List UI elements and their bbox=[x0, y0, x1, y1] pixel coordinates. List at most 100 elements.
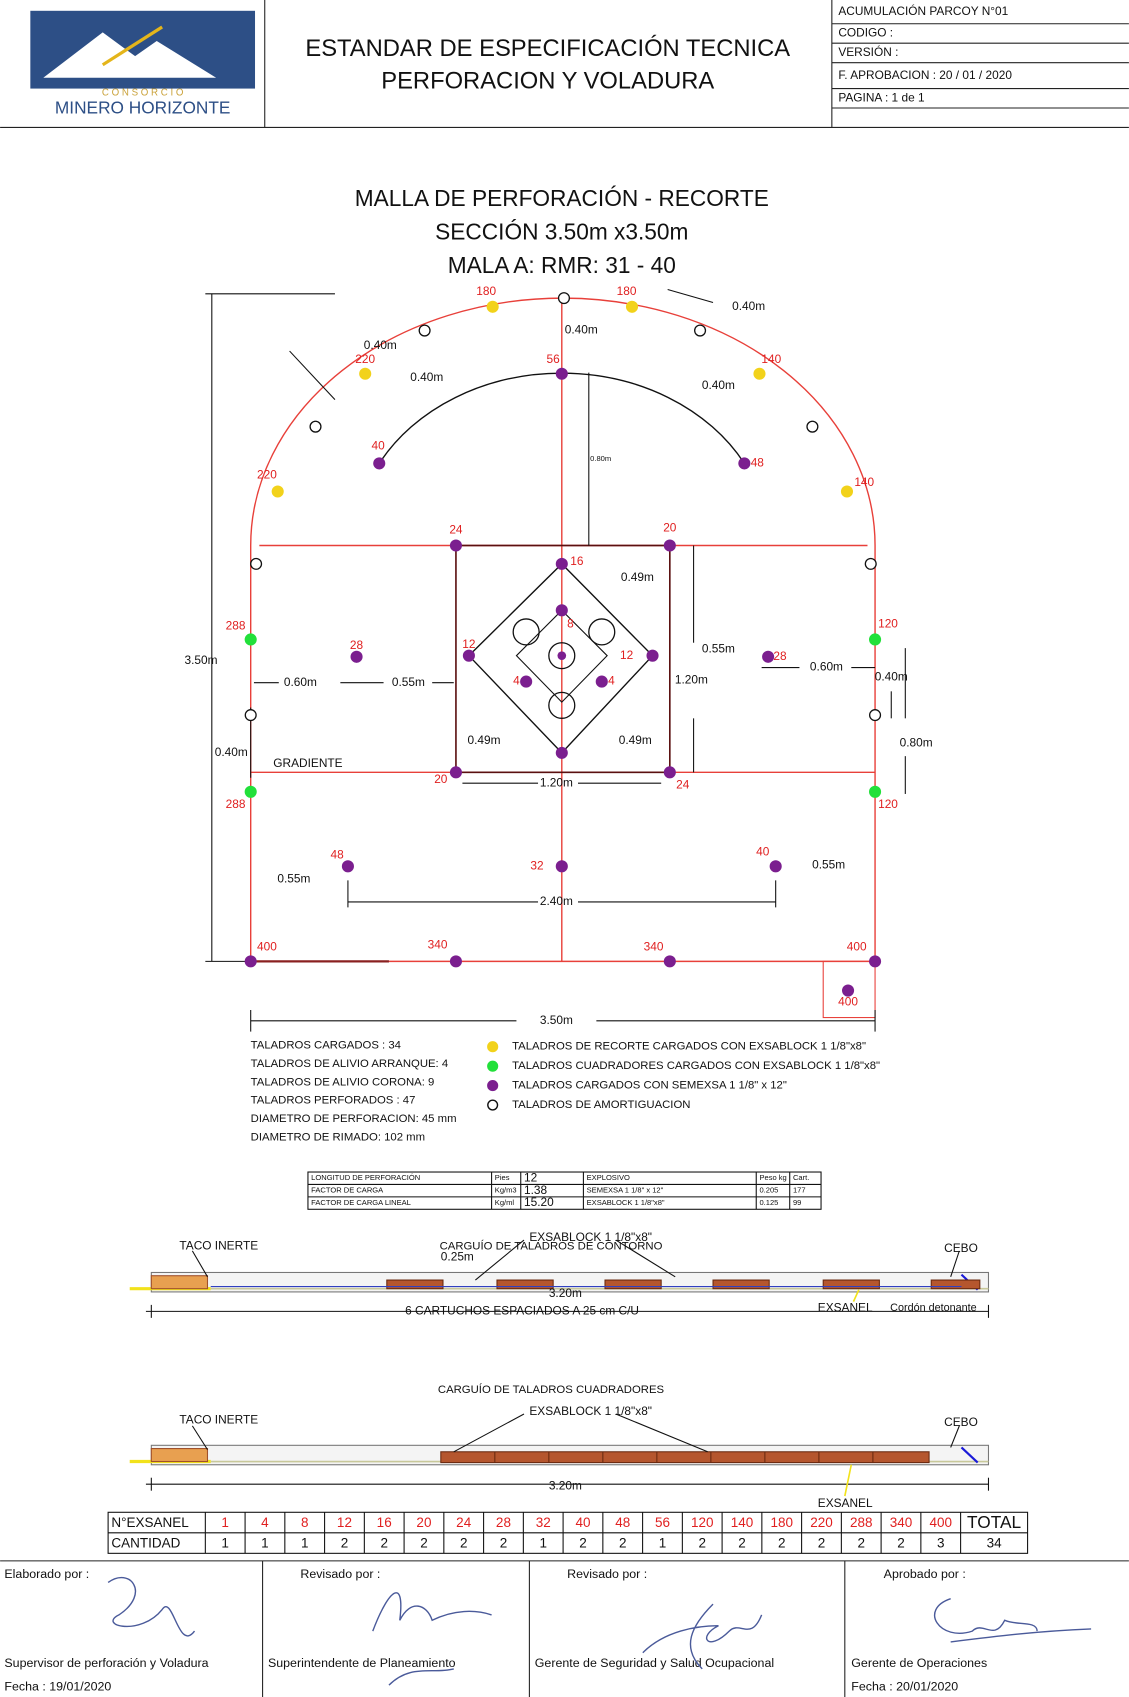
param-cell: 177 bbox=[793, 1186, 806, 1195]
dimension-label: 0.55m bbox=[702, 641, 735, 655]
hole-label: 140 bbox=[761, 352, 781, 366]
param-cell: 0.125 bbox=[759, 1198, 778, 1207]
count-cell: 1 bbox=[539, 1536, 547, 1551]
hole-label: 4 bbox=[608, 674, 615, 688]
hole-label: 288 bbox=[226, 797, 246, 811]
count-cell: 140 bbox=[731, 1515, 754, 1530]
logo: C O N S O R C I O MINERO HORIZONTE bbox=[30, 11, 255, 118]
charging-label: TACO INERTE bbox=[179, 1413, 258, 1427]
diagram-title: MALA A: RMR: 31 - 40 bbox=[448, 252, 676, 278]
legend-text: TALADROS DE RECORTE CARGADOS CON EXSABLO… bbox=[512, 1041, 866, 1053]
drill-hole bbox=[351, 651, 362, 662]
count-cell: 2 bbox=[579, 1536, 587, 1551]
cartridge bbox=[605, 1280, 661, 1289]
legend-text: TALADROS CUADRADORES CARGADOS CON EXSABL… bbox=[512, 1060, 880, 1072]
hole-label: 56 bbox=[547, 352, 561, 366]
hole-label: 28 bbox=[350, 638, 364, 652]
drill-hole bbox=[419, 325, 430, 336]
hole-label: 288 bbox=[226, 619, 246, 633]
dimension-label: 0.40m bbox=[702, 378, 735, 392]
sign-position: Supervisor de perforación y Voladura bbox=[4, 1656, 208, 1670]
dimension-label: 0.60m bbox=[284, 675, 317, 689]
summary-line: DIAMETRO DE PERFORACION: 45 mm bbox=[251, 1113, 457, 1125]
summary-line: TALADROS DE ALIVIO CORONA: 9 bbox=[251, 1076, 435, 1088]
param-cell: 99 bbox=[793, 1198, 801, 1207]
hole-label: 4 bbox=[513, 674, 520, 688]
count-cell: 2 bbox=[460, 1536, 468, 1551]
line bbox=[845, 1465, 851, 1496]
doc-title: ESTANDAR DE ESPECIFICACIÓN TECNICA bbox=[305, 35, 790, 62]
drill-hole bbox=[487, 301, 498, 312]
drill-hole bbox=[695, 325, 706, 336]
drill-hole bbox=[343, 861, 354, 872]
count-cell: 2 bbox=[500, 1536, 508, 1551]
dimension-label: 0.80m bbox=[900, 735, 933, 749]
count-cell: 1 bbox=[221, 1536, 229, 1551]
drawing: ACUMULACIÓN PARCOY N°01CODIGO :VERSIÓN :… bbox=[4, 3, 1027, 1694]
drill-hole bbox=[464, 650, 475, 661]
summary-line: TALADROS DE ALIVIO ARRANQUE: 4 bbox=[251, 1058, 448, 1070]
charging-label: Cordón detonante bbox=[890, 1302, 976, 1314]
cartridge bbox=[931, 1280, 980, 1289]
hole-label: 40 bbox=[372, 438, 386, 452]
header-info: PAGINA : 1 de 1 bbox=[838, 90, 925, 104]
legend-marker bbox=[488, 1100, 498, 1110]
count-cell: 56 bbox=[655, 1515, 670, 1530]
param-cell: EXPLOSIVO bbox=[587, 1173, 630, 1182]
drill-hole bbox=[763, 651, 774, 662]
dimension-label: 0.40m bbox=[875, 669, 908, 683]
dimension-label: 0.60m bbox=[810, 660, 843, 674]
page: C O N S O R C I O MINERO HORIZONTE ESTAN… bbox=[0, 0, 1129, 1697]
drill-hole bbox=[451, 540, 462, 551]
hole-label: 180 bbox=[476, 284, 496, 298]
dimension-label: 1.20m bbox=[540, 775, 573, 789]
count-cell: 12 bbox=[337, 1515, 352, 1530]
dimension-label: 0.40m bbox=[732, 299, 765, 313]
count-cell: 4 bbox=[261, 1515, 269, 1530]
drill-hole bbox=[627, 301, 638, 312]
param-cell: Kg/m3 bbox=[495, 1186, 517, 1195]
charging-title: CARGUÍO DE TALADROS CUADRADORES bbox=[438, 1383, 665, 1396]
sign-position: Gerente de Operaciones bbox=[851, 1656, 987, 1670]
header-info: ACUMULACIÓN PARCOY N°01 bbox=[838, 3, 1008, 18]
count-cell: 2 bbox=[698, 1536, 706, 1551]
doc-title: PERFORACION Y VOLADURA bbox=[381, 67, 714, 94]
dimension-label: 0.49m bbox=[621, 570, 654, 584]
count-cell: 2 bbox=[857, 1536, 865, 1551]
cartridge bbox=[823, 1280, 879, 1289]
param-cell: LONGITUD DE PERFORACIÓN bbox=[311, 1173, 420, 1182]
param-cell: FACTOR DE CARGA bbox=[311, 1186, 384, 1195]
count-cell: 400 bbox=[929, 1515, 952, 1530]
diagram-title: MALLA DE PERFORACIÓN - RECORTE bbox=[355, 185, 769, 211]
hole-label: 20 bbox=[663, 520, 677, 534]
drill-hole bbox=[807, 421, 818, 432]
count-cell: N°EXSANEL bbox=[111, 1515, 189, 1530]
drill-hole bbox=[374, 458, 385, 469]
drill-hole bbox=[664, 956, 675, 967]
legend-marker bbox=[488, 1042, 498, 1052]
count-cell: 1 bbox=[261, 1536, 269, 1551]
param-cell: FACTOR DE CARGA LINEAL bbox=[311, 1198, 411, 1207]
charging-label: CEBO bbox=[944, 1241, 978, 1255]
line bbox=[951, 1426, 960, 1448]
charging-label: EXSANEL bbox=[818, 1496, 873, 1510]
hole-label: 400 bbox=[847, 939, 867, 953]
param-cell: Peso kg bbox=[759, 1173, 786, 1182]
charging-label: 3.20m bbox=[549, 1479, 582, 1493]
hole-label: 120 bbox=[878, 616, 898, 630]
hole-label: 400 bbox=[257, 939, 277, 953]
header-info: CODIGO : bbox=[838, 26, 893, 40]
legend-marker bbox=[488, 1081, 498, 1091]
signature-grid bbox=[0, 1561, 1129, 1697]
drill-hole bbox=[870, 634, 881, 645]
count-cell: 1 bbox=[301, 1536, 309, 1551]
drill-hole bbox=[589, 619, 615, 645]
count-cell: 1 bbox=[221, 1515, 229, 1530]
hole-label: 48 bbox=[751, 456, 765, 470]
hole-label: 12 bbox=[462, 637, 475, 651]
param-cell: EXSABLOCK 1 1/8"x8" bbox=[587, 1198, 665, 1207]
drill-hole bbox=[842, 486, 853, 497]
hole-label: 340 bbox=[644, 939, 664, 953]
drill-hole bbox=[513, 619, 539, 645]
count-cell: 40 bbox=[575, 1515, 590, 1530]
